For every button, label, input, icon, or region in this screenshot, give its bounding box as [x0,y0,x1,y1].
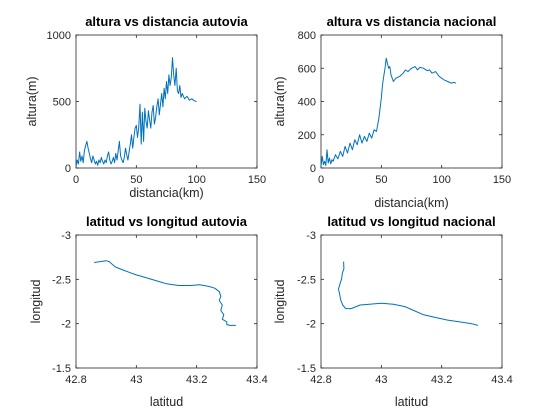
tick-labels: 0 50 100 150 0 500 1000 [47,30,267,186]
chart-title: latitud vs longitud autovia [86,214,248,229]
series-line [75,57,197,167]
axes-box [75,34,258,169]
y-axis-label: altura(m) [273,76,287,126]
x-tick-label: 100 [187,174,205,186]
y-tick-label: 1000 [47,30,71,42]
x-tick-label: 43 [375,374,387,386]
subplot-latlon-autovia: latitud vs longitud autovia latitud long… [29,214,268,409]
x-tick-label: 43 [130,374,142,386]
x-tick-label: 42.8 [310,374,331,386]
y-tick-label: -2 [61,319,71,331]
x-axis-label: distancia(km) [374,196,448,210]
y-tick-label: -2.5 [297,274,316,286]
x-tick-label: 100 [432,174,450,186]
tick-labels: 0 50 100 150 0 200 400 600 800 [298,30,512,186]
y-tick-label: -2.5 [52,274,71,286]
x-tick-label: 0 [318,174,324,186]
x-tick-label: 150 [248,174,266,186]
x-tick-label: 50 [130,174,142,186]
y-tick-label: 600 [298,63,316,75]
x-tick-label: 42.8 [65,374,86,386]
y-tick-label: 0 [310,163,316,175]
y-axis-label: longitud [273,280,287,324]
y-axis-label: altura(m) [25,76,39,126]
y-tick-label: -3 [61,230,71,242]
y-axis-label: longitud [29,280,43,324]
axes-box [75,234,258,369]
series-line [320,57,457,167]
subplot-altura-nacional: altura vs distancia nacional distancia(k… [273,14,511,210]
y-tick-label: 0 [65,163,71,175]
series-line [338,261,479,326]
x-tick-label: 43.2 [431,374,452,386]
x-tick-label: 0 [73,174,79,186]
x-axis-label: latitud [150,395,183,409]
x-tick-label: 43.4 [491,374,512,386]
y-tick-label: -1.5 [52,363,71,375]
y-tick-label: -2 [306,319,316,331]
x-tick-label: 150 [493,174,511,186]
x-axis-label: latitud [395,395,428,409]
x-tick-label: 43.2 [186,374,207,386]
chart-title: latitud vs longitud nacional [327,214,495,229]
x-tick-label: 43.4 [246,374,267,386]
chart-title: altura vs distancia nacional [327,14,497,29]
y-tick-label: 400 [298,97,316,109]
x-axis-label: distancia(km) [129,186,203,200]
tick-labels: 42.8 43 43.2 43.4 -3 -2.5 -2 -1.5 [297,230,513,386]
chart-title: altura vs distancia autovia [85,14,248,29]
y-tick-label: 500 [53,97,71,109]
y-tick-label: -1.5 [297,363,316,375]
series-line [94,260,236,326]
axes-box [320,34,503,169]
y-tick-label: 200 [298,130,316,142]
x-tick-label: 50 [375,174,387,186]
axes-box [320,234,503,369]
y-tick-label: 800 [298,30,316,42]
tick-labels: 42.8 43 43.2 43.4 -3 -2.5 -2 -1.5 [52,230,268,386]
subplot-altura-autovia: altura vs distancia autovia distancia(km… [25,14,266,200]
y-tick-label: -3 [306,230,316,242]
subplot-latlon-nacional: latitud vs longitud nacional latitud lon… [273,214,513,409]
